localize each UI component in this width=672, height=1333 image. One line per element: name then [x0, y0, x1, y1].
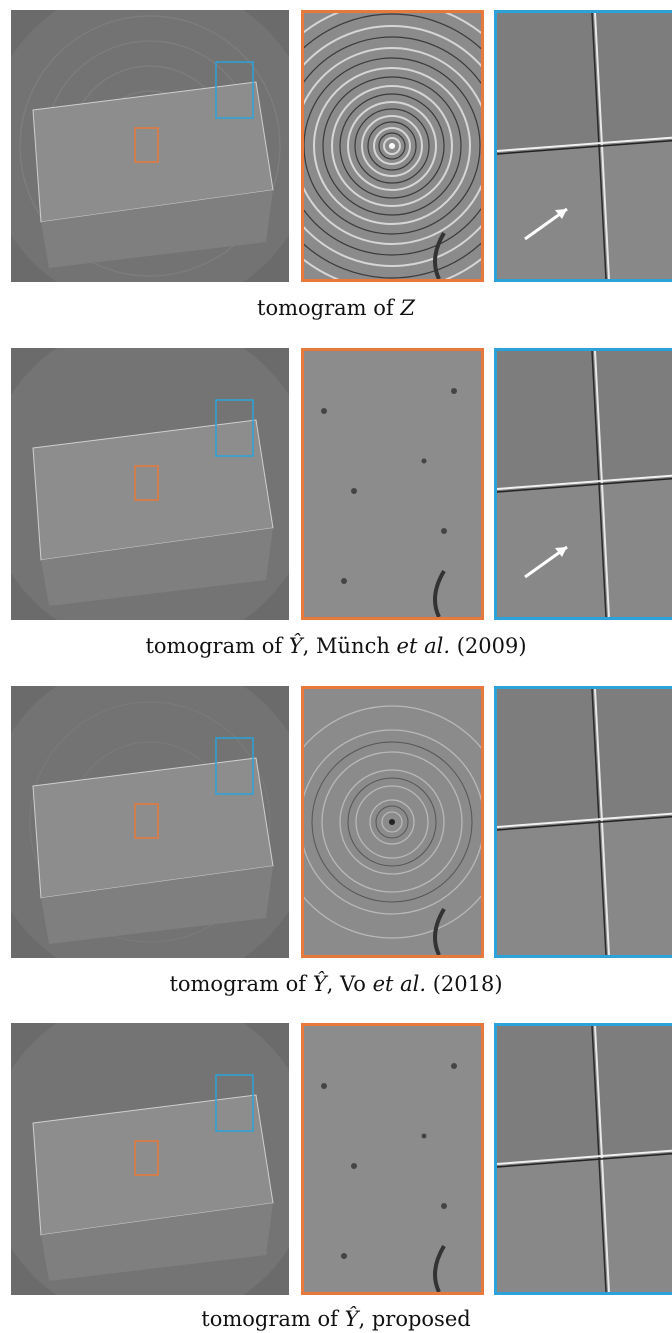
caption-symbol: Ŷ [312, 972, 327, 996]
zoom-center-orange [301, 348, 484, 620]
zoom-center-orange [301, 1023, 484, 1295]
caption-row-4: tomogram of Ŷ, proposed [0, 1307, 672, 1331]
zoom-edge-blue [494, 10, 672, 282]
zoom-center-orange [301, 10, 484, 282]
caption-author: , Vo [326, 972, 373, 996]
caption-prefix: tomogram of [169, 972, 313, 996]
caption-prefix: tomogram of [201, 1307, 345, 1331]
overview-tomogram [11, 10, 289, 282]
caption-symbol: Ŷ [288, 634, 303, 658]
caption-row-1: tomogram of Z [0, 296, 672, 320]
caption-etal: et al. [372, 972, 427, 996]
caption-row-3: tomogram of Ŷ, Vo et al. (2018) [0, 972, 672, 996]
zoom-edge-blue [494, 686, 672, 958]
caption-prefix: tomogram of [145, 634, 289, 658]
caption-prefix: tomogram of [257, 296, 401, 320]
overview-tomogram [11, 1023, 289, 1295]
caption-author: , Münch [302, 634, 397, 658]
overview-tomogram [11, 686, 289, 958]
zoom-edge-blue [494, 1023, 672, 1295]
caption-year: (2018) [426, 972, 503, 996]
overview-tomogram [11, 348, 289, 620]
caption-row-2: tomogram of Ŷ, Münch et al. (2009) [0, 634, 672, 658]
caption-etal: et al. [396, 634, 451, 658]
caption-method: , proposed [358, 1307, 471, 1331]
caption-symbol: Z [400, 296, 415, 320]
caption-year: (2009) [450, 634, 527, 658]
zoom-center-orange [301, 686, 484, 958]
zoom-edge-blue [494, 348, 672, 620]
caption-symbol: Ŷ [344, 1307, 359, 1331]
